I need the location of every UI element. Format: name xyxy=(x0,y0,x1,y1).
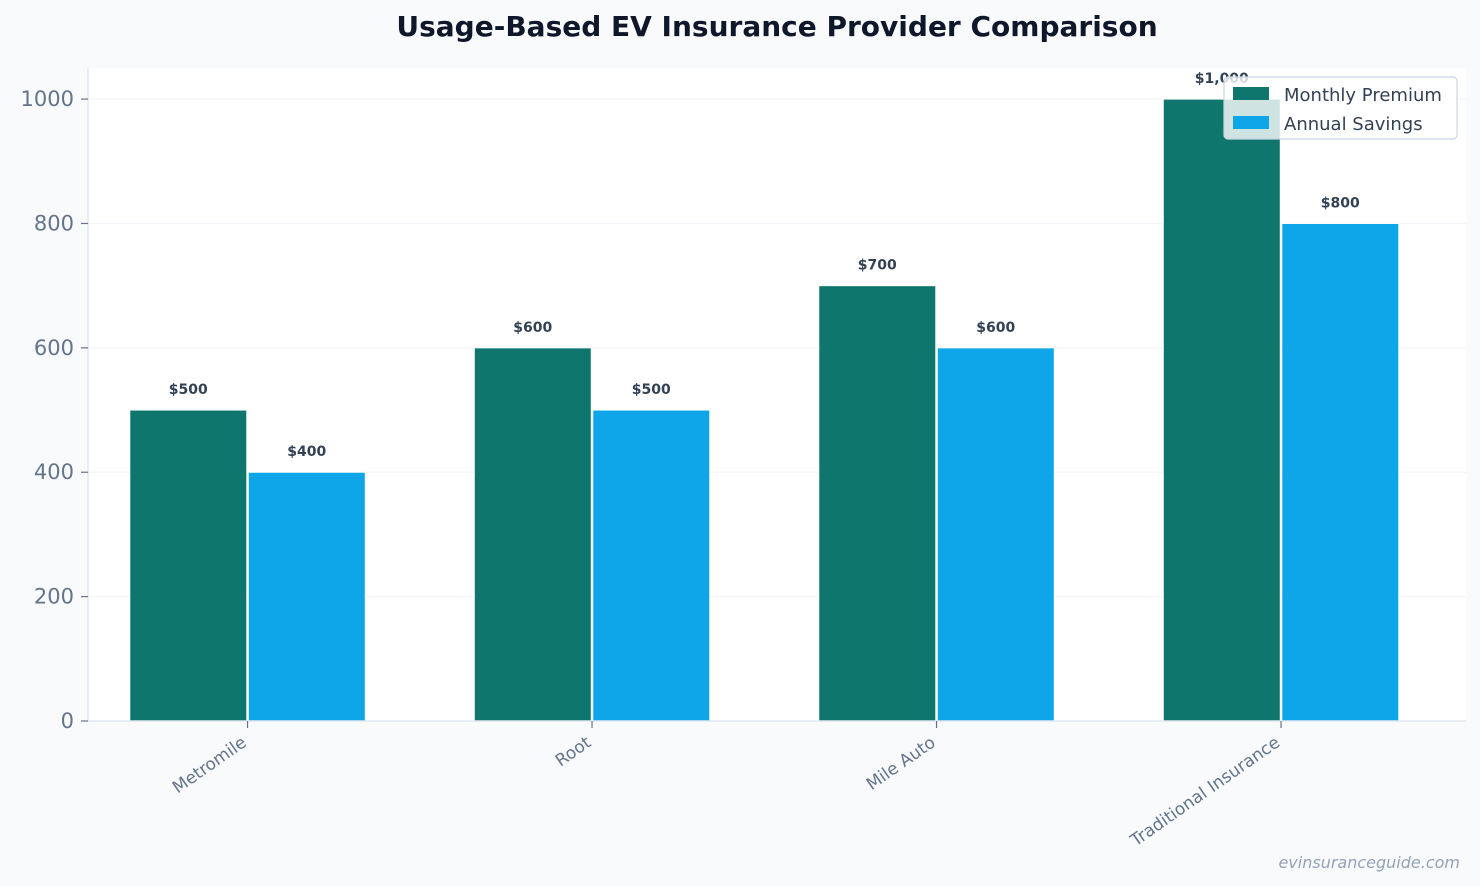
y-tick-label: 800 xyxy=(34,211,74,235)
data-label: $500 xyxy=(169,382,208,398)
bar-monthly-premium xyxy=(473,347,592,722)
bar-monthly-premium xyxy=(129,409,248,722)
y-tick-label: 600 xyxy=(34,336,74,360)
y-tick-label: 0 xyxy=(61,709,74,733)
data-label: $800 xyxy=(1321,195,1360,211)
legend-swatch xyxy=(1233,87,1269,100)
bar-monthly-premium xyxy=(818,285,937,722)
y-tick-label: 1000 xyxy=(21,87,74,111)
y-tick-label: 400 xyxy=(34,460,74,484)
legend: Monthly Premium Annual Savings xyxy=(1223,76,1458,140)
bar-annual-savings xyxy=(1281,222,1400,722)
data-label: $700 xyxy=(858,258,897,274)
data-label: $400 xyxy=(287,444,326,460)
legend-label: Annual Savings xyxy=(1284,114,1423,135)
data-label: $500 xyxy=(632,382,671,398)
bar-annual-savings xyxy=(936,347,1055,722)
axes xyxy=(87,68,1466,722)
legend-box xyxy=(1223,76,1458,140)
bar-monthly-premium xyxy=(1162,98,1281,722)
bar-annual-savings xyxy=(247,471,366,722)
y-tick-label: 200 xyxy=(34,585,74,609)
bar-annual-savings xyxy=(592,409,711,722)
data-label: $600 xyxy=(513,320,552,336)
legend-label: Monthly Premium xyxy=(1284,85,1442,106)
watermark: evinsuranceguide.com xyxy=(1278,853,1460,872)
bar-series xyxy=(129,98,1400,722)
chart-title: Usage-Based EV Insurance Provider Compar… xyxy=(396,10,1157,43)
data-label: $600 xyxy=(976,320,1015,336)
legend-swatch xyxy=(1233,116,1269,129)
y-axis-ticks: 0 200 400 600 800 1000 xyxy=(21,87,88,733)
